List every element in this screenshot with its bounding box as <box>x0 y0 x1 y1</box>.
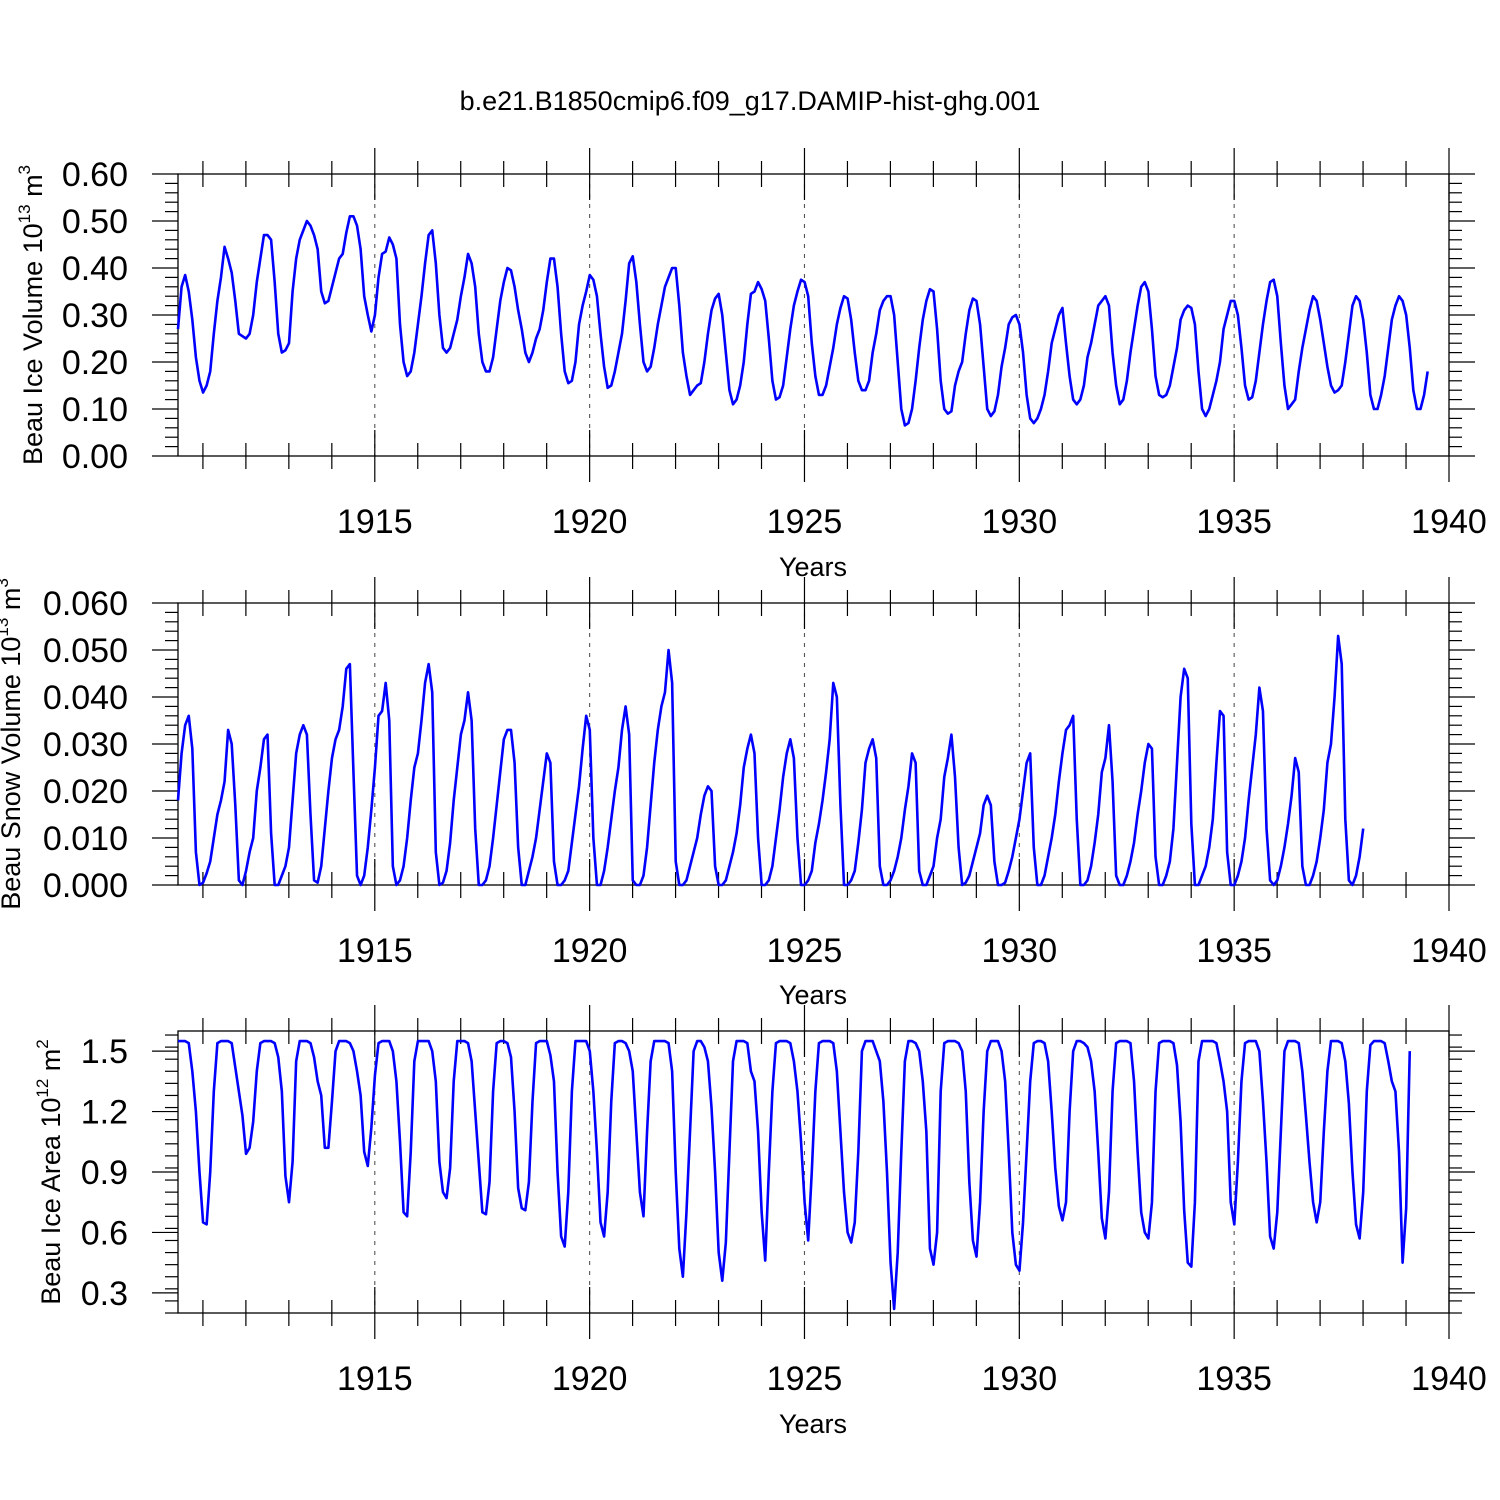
ice-area-plot-frame <box>177 1030 1450 1314</box>
x-tick-label: 1935 <box>1196 503 1272 541</box>
ice-area-ticks <box>152 1005 1475 1339</box>
snow-volume-x-tick-labels: 1915 1920 1925 1930 1935 1940 <box>337 932 1487 970</box>
ice-area-x-tick-labels: 1915 1920 1925 1930 1935 1940 <box>337 1360 1487 1398</box>
ice-volume-x-axis-title: Years <box>779 552 847 582</box>
x-tick-label: 1915 <box>337 932 413 970</box>
y-tick-label: 1.5 <box>81 1033 128 1071</box>
x-tick-label: 1930 <box>981 932 1057 970</box>
ice-volume-grid <box>374 174 1235 456</box>
x-tick-label: 1930 <box>981 1360 1057 1398</box>
y-tick-label: 0.00 <box>62 438 128 476</box>
x-tick-label: 1920 <box>552 932 628 970</box>
y-tick-label: 0.010 <box>43 820 128 858</box>
y-tick-label: 0.20 <box>62 344 128 382</box>
y-tick-label: 0.060 <box>43 585 128 623</box>
ice-area-ylabel-unit: m <box>36 1049 66 1079</box>
snow-volume-ylabel-unit: m <box>0 588 26 618</box>
x-tick-label: 1915 <box>337 1360 413 1398</box>
x-tick-label: 1925 <box>767 503 843 541</box>
figure-title: b.e21.B1850cmip6.f09_g17.DAMIP-hist-ghg.… <box>460 86 1041 116</box>
snow-volume-series-line <box>176 634 1365 887</box>
x-tick-label: 1940 <box>1411 503 1487 541</box>
x-tick-label: 1935 <box>1196 1360 1272 1398</box>
snow-volume-ylabel-main: Beau Snow Volume 10 <box>0 637 26 910</box>
y-tick-label: 0.60 <box>62 156 128 194</box>
ice-area-ylabel-exp: 12 <box>33 1079 52 1098</box>
ice-volume-y-tick-labels: 0.00 0.10 0.20 0.30 0.40 0.50 0.60 <box>62 156 128 476</box>
ice-volume-y-axis-title: Beau Ice Volume 1013 m3 <box>15 165 48 465</box>
y-tick-label: 0.9 <box>81 1154 128 1192</box>
ice-area-ylabel-main: Beau Ice Area 10 <box>36 1098 66 1305</box>
y-tick-label: 0.30 <box>62 297 128 335</box>
x-tick-label: 1930 <box>981 503 1057 541</box>
snow-volume-plot-frame <box>177 602 1450 886</box>
x-tick-label: 1915 <box>337 503 413 541</box>
snow-volume-x-axis-title: Years <box>779 980 847 1010</box>
ice-volume-ylabel-unit-exp: 3 <box>15 165 34 174</box>
ice-area-x-axis-title: Years <box>779 1409 847 1439</box>
snow-volume-y-axis-title: Beau Snow Volume 1013 m3 <box>0 578 26 910</box>
x-tick-label: 1920 <box>552 503 628 541</box>
y-tick-label: 0.50 <box>62 203 128 241</box>
y-tick-label: 0.020 <box>43 773 128 811</box>
y-tick-label: 1.2 <box>81 1094 128 1132</box>
x-tick-label: 1935 <box>1196 932 1272 970</box>
ice-area-series-line <box>178 1039 1412 1311</box>
snow-volume-y-tick-labels: 0.000 0.010 0.020 0.030 0.040 0.050 0.060 <box>43 585 128 905</box>
ice-volume-ylabel-exp: 13 <box>15 204 34 223</box>
y-tick-label: 0.3 <box>81 1275 128 1313</box>
snow-volume-ylabel-unit-exp: 3 <box>0 578 12 587</box>
y-tick-label: 0.10 <box>62 391 128 429</box>
ice-area-panel: 0.3 0.6 0.9 1.2 1.5 1915 1920 1925 1930 1935 1940… <box>33 1005 1487 1439</box>
y-tick-label: 0.40 <box>62 250 128 288</box>
y-tick-label: 0.030 <box>43 726 128 764</box>
x-tick-label: 1940 <box>1411 1360 1487 1398</box>
ice-area-ylabel-unit-exp: 2 <box>33 1039 52 1048</box>
snow-volume-ylabel-exp: 13 <box>0 618 12 637</box>
ice-area-y-tick-labels: 0.3 0.6 0.9 1.2 1.5 <box>81 1033 128 1313</box>
ice-area-grid <box>374 1031 1235 1313</box>
x-tick-label: 1940 <box>1411 932 1487 970</box>
x-tick-label: 1925 <box>767 1360 843 1398</box>
ice-volume-ylabel-main: Beau Ice Volume 10 <box>18 223 48 465</box>
ice-volume-series-line <box>176 215 1429 427</box>
x-tick-label: 1920 <box>552 1360 628 1398</box>
snow-volume-panel: 0.000 0.010 0.020 0.030 0.040 0.050 0.060 1915… <box>0 577 1487 1010</box>
ice-area-y-axis-title: Beau Ice Area 1012 m2 <box>33 1039 66 1305</box>
ice-volume-ticks <box>152 148 1475 482</box>
x-tick-label: 1925 <box>767 932 843 970</box>
y-tick-label: 0.050 <box>43 632 128 670</box>
y-tick-label: 0.040 <box>43 679 128 717</box>
ice-volume-x-tick-labels: 1915 1920 1925 1930 1935 1940 <box>337 503 1487 541</box>
ice-volume-panel: 0.00 0.10 0.20 0.30 0.40 0.50 0.60 1915 1920 192… <box>15 148 1487 582</box>
y-tick-label: 0.6 <box>81 1214 128 1252</box>
ice-volume-ylabel-unit: m <box>18 174 48 204</box>
y-tick-label: 0.000 <box>43 867 128 905</box>
